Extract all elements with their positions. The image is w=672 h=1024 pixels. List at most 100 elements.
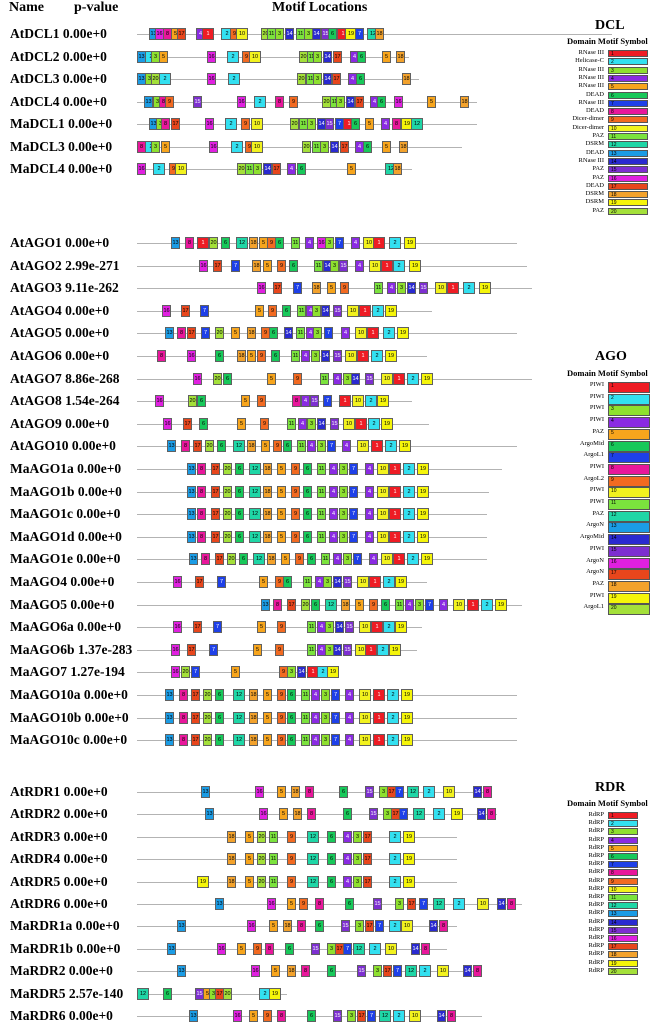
- motif-box-16: 16: [155, 395, 164, 407]
- legend-domain-label: RNase III: [578, 49, 604, 56]
- motif-box-17: 17: [191, 712, 200, 724]
- motif-box-18: 18: [227, 876, 236, 888]
- motif-box-3: 3: [353, 831, 362, 843]
- motif-box-13: 13: [167, 440, 176, 452]
- motif-box-20: 20: [188, 395, 197, 407]
- gene-label: AtRDR2 0.00e+0: [10, 806, 108, 821]
- legend-swatch-5: 5: [608, 429, 650, 440]
- motif-box-2: 2: [383, 576, 395, 588]
- motif-box-9: 9: [299, 898, 308, 910]
- motif-box-14: 14: [284, 327, 293, 339]
- motif-box-16: 16: [193, 373, 202, 385]
- motif-box-18: 18: [249, 712, 258, 724]
- legend-title: AGO: [595, 349, 627, 364]
- legend-title: DCL: [595, 18, 625, 33]
- motif-box-14: 14: [333, 644, 342, 656]
- motif-box-5: 5: [255, 305, 264, 317]
- motif-box-8: 8: [185, 237, 194, 249]
- motif-box-17: 17: [357, 1010, 366, 1022]
- motif-box-17: 17: [187, 644, 196, 656]
- gene-label: MaAGO10c 0.00e+0: [10, 732, 128, 747]
- motif-box-17: 17: [193, 440, 202, 452]
- motif-box-1: 1: [389, 463, 401, 475]
- legend-domain-label: PAZ: [592, 510, 604, 517]
- motif-box-11: 11: [287, 418, 296, 430]
- legend-domain-label: RdRP: [588, 877, 604, 884]
- motif-box-3: 3: [312, 305, 321, 317]
- legend-domain-label: PIWI: [589, 381, 604, 388]
- motif-box-5: 5: [263, 260, 272, 272]
- motif-box-5: 5: [287, 898, 296, 910]
- motif-box-1: 1: [359, 305, 371, 317]
- motif-box-19: 19: [403, 876, 415, 888]
- motif-box-5: 5: [382, 141, 391, 153]
- motif-box-8: 8: [307, 808, 316, 820]
- motif-box-18: 18: [312, 282, 321, 294]
- motif-box-10: 10: [453, 599, 465, 611]
- motif-box-7: 7: [323, 395, 332, 407]
- motif-box-8: 8: [161, 118, 170, 130]
- gene-label: MaDCL3 0.00e+0: [10, 139, 113, 154]
- gene-label: MaRDR6 0.00e+0: [10, 1008, 113, 1023]
- motif-box-5: 5: [253, 644, 262, 656]
- legend-domain-label: PIWI: [589, 404, 604, 411]
- motif-box-20: 20: [257, 831, 266, 843]
- motif-box-16: 16: [173, 576, 182, 588]
- motif-box-9: 9: [273, 440, 282, 452]
- motif-box-4: 4: [287, 163, 296, 175]
- motif-box-18: 18: [263, 531, 272, 543]
- legend-swatch-16: 16: [608, 935, 638, 943]
- motif-box-18: 18: [263, 508, 272, 520]
- motif-box-6: 6: [381, 599, 390, 611]
- motif-box-16: 16: [259, 808, 268, 820]
- gene-label: AtDCL1 0.00e+0: [10, 26, 107, 41]
- motif-box-11: 11: [301, 689, 310, 701]
- legend-domain-label: RdRP: [588, 926, 604, 933]
- motif-box-14: 14: [407, 282, 416, 294]
- motif-box-12: 12: [249, 463, 261, 475]
- motif-box-1: 1: [367, 327, 379, 339]
- motif-box-16: 16: [205, 118, 214, 130]
- motif-box-15: 15: [373, 898, 382, 910]
- motif-box-5: 5: [382, 51, 391, 63]
- motif-box-7: 7: [201, 327, 210, 339]
- motif-box-2: 2: [385, 440, 397, 452]
- legend-swatch-3: 3: [608, 405, 650, 416]
- legend-swatch-14: 14: [608, 158, 648, 166]
- motif-box-4: 4: [343, 831, 352, 843]
- motif-box-15: 15: [419, 282, 428, 294]
- gene-backbone-line: [137, 882, 457, 883]
- legend-domain-label: DSRM: [585, 190, 604, 197]
- motif-box-14: 14: [312, 28, 321, 40]
- motif-box-5: 5: [247, 350, 256, 362]
- motif-box-1: 1: [389, 531, 401, 543]
- motif-box-17: 17: [363, 876, 372, 888]
- gene-label: MaAGO6b 1.37e-283: [10, 642, 133, 657]
- motif-box-6: 6: [315, 920, 324, 932]
- motif-box-1: 1: [373, 689, 385, 701]
- motif-box-12: 12: [411, 118, 423, 130]
- motif-box-9: 9: [257, 395, 266, 407]
- motif-box-9: 9: [287, 831, 296, 843]
- motif-box-7: 7: [349, 508, 358, 520]
- motif-box-5: 5: [231, 327, 240, 339]
- motif-box-3: 3: [330, 260, 339, 272]
- motif-box-16: 16: [163, 418, 172, 430]
- gene-label: AtAGO6 0.00e+0: [10, 348, 110, 363]
- motif-box-17: 17: [187, 327, 196, 339]
- motif-box-6: 6: [303, 486, 312, 498]
- motif-box-18: 18: [375, 28, 384, 40]
- motif-box-13: 13: [165, 689, 174, 701]
- motif-box-9: 9: [253, 943, 262, 955]
- motif-box-17: 17: [340, 141, 349, 153]
- motif-box-2: 2: [407, 553, 419, 565]
- motif-box-2: 2: [377, 644, 389, 656]
- motif-box-10: 10: [477, 898, 489, 910]
- legend-swatch-16: 16: [608, 558, 650, 569]
- motif-box-14: 14: [437, 1010, 446, 1022]
- motif-box-5: 5: [281, 553, 290, 565]
- motif-box-2: 2: [419, 965, 431, 977]
- motif-box-8: 8: [392, 118, 401, 130]
- motif-box-11: 11: [303, 576, 312, 588]
